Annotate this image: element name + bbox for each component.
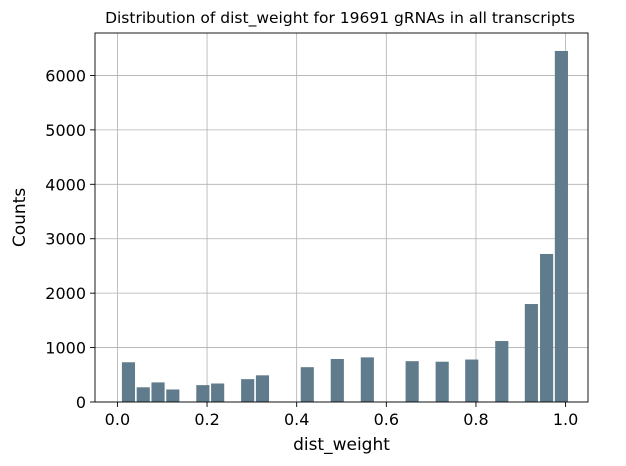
- x-tick-label: 0.2: [194, 410, 219, 429]
- histogram-bar: [554, 50, 568, 403]
- x-tick-label: 1.0: [553, 410, 578, 429]
- y-tick-label: 4000: [45, 175, 86, 194]
- x-axis-label: dist_weight: [293, 435, 390, 455]
- x-tick-label: 0.8: [463, 410, 488, 429]
- grid: [95, 33, 588, 403]
- histogram-bar: [166, 389, 180, 402]
- histogram-bar: [121, 362, 136, 402]
- histogram-bar: [255, 375, 270, 402]
- histogram-bar: [524, 304, 538, 402]
- x-tick-label: 0.4: [284, 410, 309, 429]
- y-tick-label: 3000: [45, 230, 86, 249]
- plot-frame: [94, 32, 589, 403]
- histogram-bar: [211, 383, 225, 402]
- y-tick-label: 2000: [45, 284, 86, 303]
- histogram-bar: [196, 385, 210, 402]
- y-tick-label: 0: [76, 393, 86, 412]
- bars: [121, 50, 568, 403]
- histogram-bar: [465, 359, 479, 402]
- histogram-bar: [241, 379, 255, 402]
- y-axis-label: Counts: [10, 188, 30, 247]
- histogram-bar: [300, 367, 314, 402]
- x-tick-label: 0.6: [374, 410, 399, 429]
- chart-title: Distribution of dist_weight for 19691 gR…: [105, 9, 575, 28]
- y-tick-label: 5000: [45, 121, 86, 140]
- histogram-bar: [330, 359, 344, 402]
- histogram-bar: [435, 361, 449, 402]
- y-tick-label: 6000: [45, 66, 86, 85]
- y-tick-label: 1000: [45, 339, 86, 358]
- histogram-bar: [360, 357, 374, 402]
- axis-ticks: 0 1000 2000 3000 4000 5000 6000 0.0 0.2 0.4 0.6 0.8…: [45, 66, 578, 429]
- histogram-bar: [405, 361, 419, 402]
- histogram-bar: [151, 382, 165, 402]
- histogram-bar: [495, 341, 509, 402]
- histogram-bar: [540, 253, 554, 402]
- x-tick-label: 0.0: [105, 410, 130, 429]
- histogram-bar: [136, 387, 150, 402]
